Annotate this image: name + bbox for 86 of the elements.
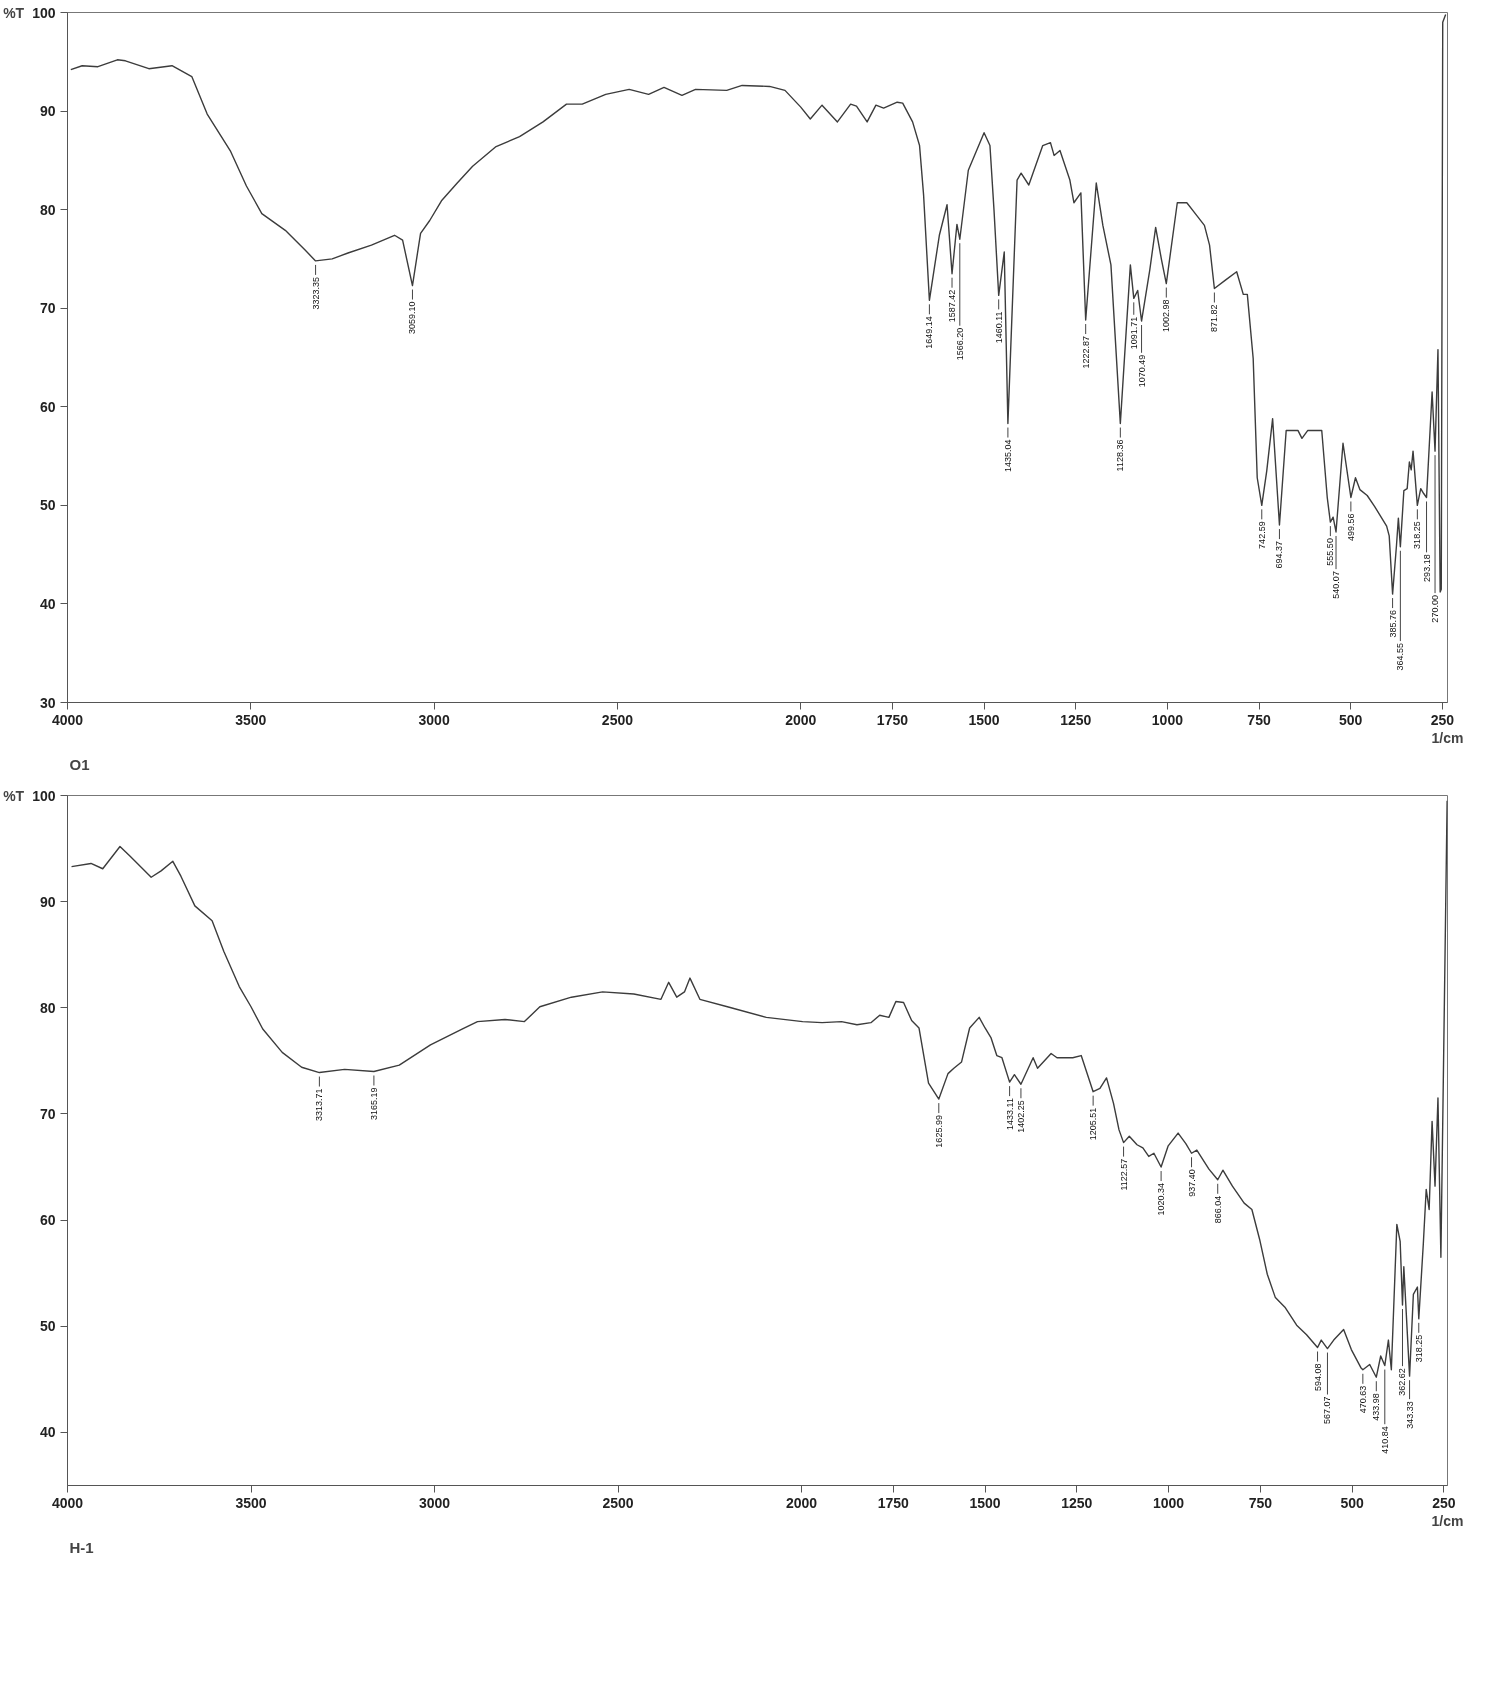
x-tick-label: 500 — [1340, 1494, 1364, 1511]
annotation: 3165.19 — [368, 1087, 379, 1121]
annotation: 293.18 — [1421, 554, 1432, 582]
annotation: 3313.71 — [314, 1088, 325, 1122]
x-tick-label: 3000 — [418, 1494, 451, 1511]
annotation: 1435.04 — [1002, 439, 1013, 473]
annotation: 1566.20 — [954, 327, 965, 361]
annotation: 1649.14 — [924, 316, 935, 349]
text: O1 — [69, 755, 90, 773]
annotation: 594.08 — [1312, 1363, 1323, 1392]
y-axis-title: %T — [3, 787, 25, 804]
x-tick-label: 2000 — [785, 711, 817, 728]
annotation: 1625.99 — [933, 1115, 944, 1148]
annotation: 1002.98 — [1161, 299, 1172, 333]
annotation: 433.98 — [1371, 1393, 1382, 1421]
annotation: 1070.49 — [1136, 354, 1147, 388]
x-axis-title: 1/cm — [1431, 1512, 1464, 1529]
annotation: 1587.42 — [947, 289, 958, 323]
annotation: 1128.36 — [1115, 439, 1126, 472]
annotation: 871.82 — [1209, 304, 1220, 333]
y-tick-label: 90 — [39, 103, 56, 120]
annotation: 1402.25 — [1015, 1100, 1026, 1133]
x-tick-label: 1750 — [877, 1494, 910, 1511]
annotation: 1091.71 — [1128, 316, 1139, 350]
x-tick-label: 1000 — [1152, 1494, 1185, 1511]
y-tick-label: 70 — [39, 1105, 56, 1122]
y-tick-label: 40 — [39, 595, 56, 612]
annotation: 937.40 — [1186, 1169, 1197, 1197]
annotation: 385.76 — [1387, 610, 1398, 638]
x-tick-label: 3500 — [235, 711, 267, 728]
y-tick-label: 70 — [39, 300, 56, 317]
annotation: 3059.10 — [407, 301, 418, 335]
y-tick-label: 60 — [39, 1212, 56, 1229]
x-tick-label: 250 — [1430, 711, 1455, 728]
annotation: 866.04 — [1212, 1195, 1223, 1224]
x-tick-label: 2500 — [601, 711, 634, 728]
x-tick-label: 4000 — [51, 1494, 84, 1511]
annotation: 1122.57 — [1118, 1158, 1129, 1191]
annotation: 3323.35 — [310, 276, 321, 310]
x-tick-label: 500 — [1339, 711, 1363, 728]
annotation: 318.25 — [1412, 521, 1423, 549]
annotation: 1222.87 — [1080, 336, 1091, 369]
x-tick-label: 2000 — [785, 1494, 818, 1511]
annotation: 362.62 — [1397, 1368, 1408, 1396]
x-tick-label: 4000 — [51, 711, 84, 728]
y-axis-title: %T — [3, 4, 25, 21]
annotation: 540.07 — [1331, 571, 1342, 599]
annotation: 694.37 — [1274, 541, 1285, 569]
annotation: 364.55 — [1395, 643, 1406, 671]
x-tick-label: 1250 — [1061, 1494, 1093, 1511]
y-tick-label: 30 — [39, 694, 56, 711]
y-tick-label: 100 — [32, 787, 56, 804]
x-tick-label: 1500 — [969, 1494, 1001, 1511]
annotation: 1205.51 — [1088, 1107, 1099, 1141]
annotation: 499.56 — [1345, 513, 1356, 541]
x-axis-title: 1/cm — [1431, 729, 1464, 746]
text: H-1 — [69, 1538, 94, 1556]
y-tick-label: 50 — [39, 497, 56, 514]
annotation: 742.59 — [1256, 521, 1267, 549]
y-tick-label: 80 — [39, 201, 56, 218]
y-tick-label: 100 — [32, 4, 56, 21]
annotation: 318.25 — [1413, 1334, 1424, 1363]
x-tick-label: 1250 — [1060, 711, 1092, 728]
annotation: 1433.11 — [1004, 1098, 1015, 1130]
y-tick-label: 50 — [39, 1318, 56, 1335]
y-tick-label: 90 — [39, 893, 56, 910]
annotation: 343.33 — [1404, 1401, 1415, 1429]
x-tick-label: 1000 — [1151, 711, 1184, 728]
x-tick-label: 3500 — [235, 1494, 267, 1511]
annotation: 270.00 — [1430, 595, 1441, 623]
x-tick-label: 1500 — [968, 711, 1000, 728]
x-tick-label: 750 — [1247, 711, 1271, 728]
x-tick-label: 750 — [1248, 1494, 1273, 1511]
annotation: 410.84 — [1379, 1426, 1390, 1454]
y-tick-label: 40 — [39, 1424, 56, 1441]
annotation: 470.63 — [1357, 1385, 1368, 1414]
x-tick-label: 250 — [1432, 1494, 1456, 1511]
y-tick-label: 80 — [39, 999, 56, 1016]
x-tick-label: 2500 — [602, 1494, 634, 1511]
x-tick-label: 1750 — [876, 711, 909, 728]
x-tick-label: 3000 — [418, 711, 450, 728]
annotation: 555.50 — [1325, 538, 1336, 566]
y-tick-label: 60 — [39, 398, 56, 415]
annotation: 567.07 — [1322, 1396, 1333, 1425]
annotation: 1460.11 — [993, 311, 1004, 344]
annotation: 1020.34 — [1156, 1183, 1167, 1216]
